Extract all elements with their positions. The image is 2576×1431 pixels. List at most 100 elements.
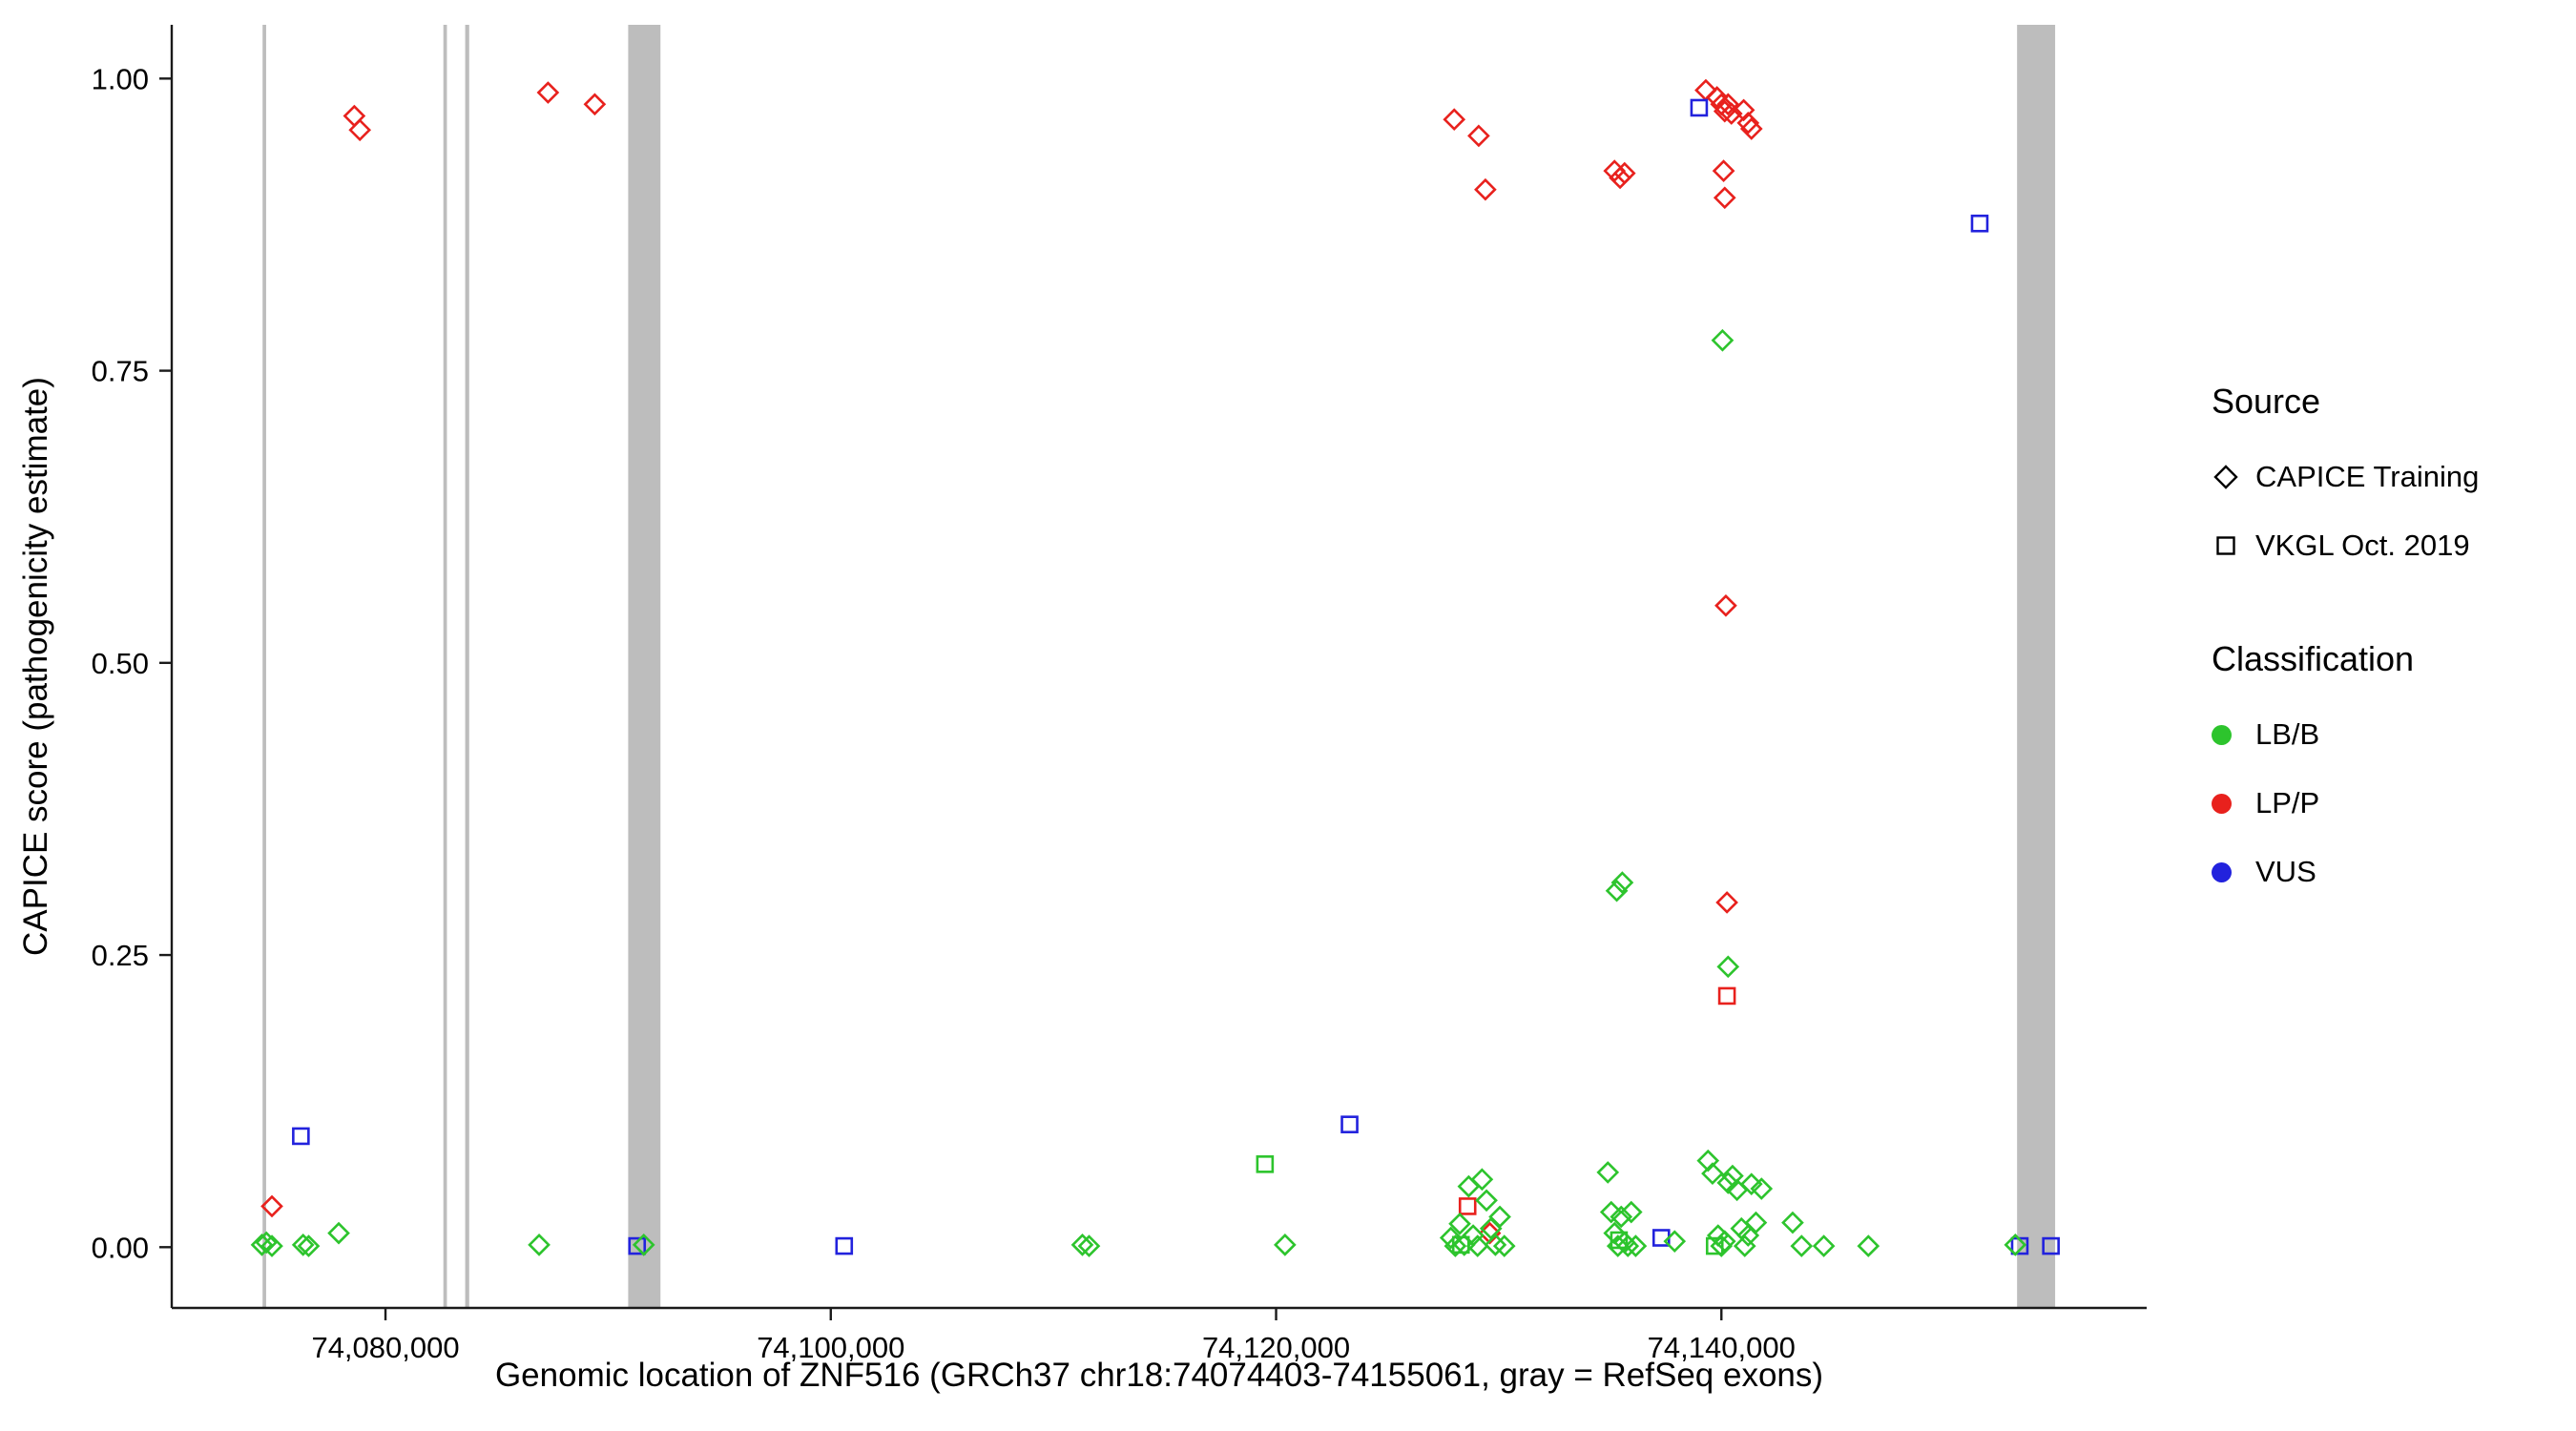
data-point-diamond [1696, 1149, 1720, 1172]
data-point-square [2042, 1236, 2060, 1255]
x-tick-label: 74,080,000 [311, 1331, 459, 1364]
data-point-diamond [528, 1234, 551, 1256]
data-point-diamond [1484, 1234, 1507, 1256]
blue-circle-icon [2212, 861, 2255, 882]
data-point-diamond [291, 1234, 315, 1256]
data-point-diamond [1465, 1234, 1489, 1257]
data-point-diamond [583, 93, 607, 116]
data-point-diamond [1457, 1174, 1481, 1198]
y-tick-label: 0.25 [92, 939, 149, 972]
data-point-square [1970, 214, 1989, 233]
data-point-diamond [1739, 1172, 1763, 1195]
data-point-diamond [1781, 1211, 1804, 1234]
data-point-diamond [1716, 1172, 1740, 1194]
data-point-diamond [1070, 1234, 1094, 1256]
data-point-diamond [1857, 1234, 1880, 1257]
y-tick-label: 1.00 [92, 62, 149, 95]
legend-source-title: Source [2212, 382, 2321, 421]
data-point-square [1340, 1115, 1359, 1133]
data-point-diamond [1616, 1234, 1640, 1257]
data-point-diamond [1701, 1162, 1724, 1185]
legend: Source CAPICE Training VKGL Oct. 2019 Cl… [2212, 382, 2565, 906]
data-point-diamond [1812, 1234, 1836, 1257]
data-point-square [292, 1127, 310, 1146]
data-point-diamond [1713, 1230, 1736, 1254]
data-point-diamond [536, 81, 560, 104]
refseq-exon-band [465, 25, 469, 1308]
data-point-diamond [1733, 1234, 1756, 1257]
data-point-diamond [1462, 1224, 1485, 1247]
legend-item-vus: VUS [2212, 838, 2565, 906]
refseq-exon-band [443, 25, 447, 1308]
data-point-diamond [297, 1234, 321, 1257]
legend-label: LB/B [2255, 717, 2320, 751]
data-point-diamond [348, 118, 372, 142]
square-icon [2212, 531, 2255, 560]
data-point-diamond [1750, 1177, 1774, 1200]
data-point-diamond [1744, 1211, 1768, 1234]
data-point-diamond [1610, 871, 1634, 894]
refseq-exon-band [628, 25, 661, 1308]
data-point-diamond [1624, 1234, 1648, 1257]
data-point-diamond [1713, 99, 1736, 123]
data-point-diamond [1599, 1200, 1623, 1224]
data-point-diamond [1715, 891, 1738, 914]
legend-label: LP/P [2255, 786, 2320, 819]
data-point-diamond [1713, 186, 1736, 210]
data-point-diamond [1663, 1230, 1687, 1254]
data-point-diamond [1596, 1161, 1620, 1184]
y-tick-label: 0.50 [92, 647, 149, 680]
green-circle-icon [2212, 724, 2255, 745]
data-point-diamond [1619, 1200, 1643, 1224]
data-point-diamond [1439, 1226, 1463, 1250]
x-tick-label: 74,140,000 [1648, 1331, 1796, 1364]
data-point-diamond [1612, 161, 1636, 185]
red-circle-icon [2212, 793, 2255, 814]
legend-item-lbb: LB/B [2212, 700, 2565, 769]
y-tick-label: 0.00 [92, 1231, 149, 1264]
data-point-diamond [1077, 1234, 1101, 1257]
x-tick-label: 74,100,000 [757, 1331, 904, 1364]
y-tick-label: 0.75 [92, 355, 149, 388]
legend-item-vkgl: VKGL Oct. 2019 [2212, 511, 2565, 580]
data-point-square [628, 1236, 647, 1255]
data-point-diamond [1714, 593, 1737, 617]
data-point-diamond [1605, 879, 1629, 902]
data-point-square [1458, 1197, 1477, 1215]
data-point-diamond [2004, 1234, 2027, 1256]
data-point-diamond [1609, 166, 1631, 190]
data-point-diamond [327, 1221, 350, 1245]
data-point-diamond [260, 1234, 283, 1257]
data-point-diamond [260, 1194, 283, 1218]
data-point-square [1717, 986, 1736, 1006]
legend-classification-title: Classification [2212, 639, 2415, 678]
data-point-diamond [1694, 78, 1717, 102]
legend-item-capice-training: CAPICE Training [2212, 443, 2565, 511]
legend-label: CAPICE Training [2255, 460, 2480, 493]
data-point-square [1690, 98, 1709, 117]
legend-label: VUS [2255, 855, 2316, 888]
data-point-diamond [1712, 159, 1735, 182]
data-point-diamond [255, 1231, 279, 1255]
x-axis-title: Genomic location of ZNF516 (GRCh37 chr18… [494, 1357, 1824, 1394]
data-point-diamond [1790, 1234, 1814, 1257]
data-point-diamond [1706, 1224, 1730, 1247]
data-point-diamond [1443, 108, 1466, 132]
data-point-diamond [1274, 1234, 1297, 1256]
data-point-diamond [1716, 93, 1740, 116]
diamond-icon [2212, 463, 2255, 491]
data-point-diamond [1470, 1168, 1494, 1192]
x-tick-label: 74,120,000 [1202, 1331, 1350, 1364]
data-point-diamond [1739, 117, 1763, 140]
data-point-diamond [1474, 177, 1497, 201]
data-point-diamond [1716, 955, 1740, 979]
data-point-diamond [1736, 1224, 1760, 1247]
refseq-exon-band [262, 25, 266, 1308]
data-point-diamond [1444, 1234, 1467, 1257]
data-point-diamond [1448, 1212, 1471, 1235]
data-point-diamond [1719, 102, 1743, 125]
legend-label: VKGL Oct. 2019 [2255, 529, 2470, 562]
legend-item-lpp: LP/P [2212, 769, 2565, 838]
